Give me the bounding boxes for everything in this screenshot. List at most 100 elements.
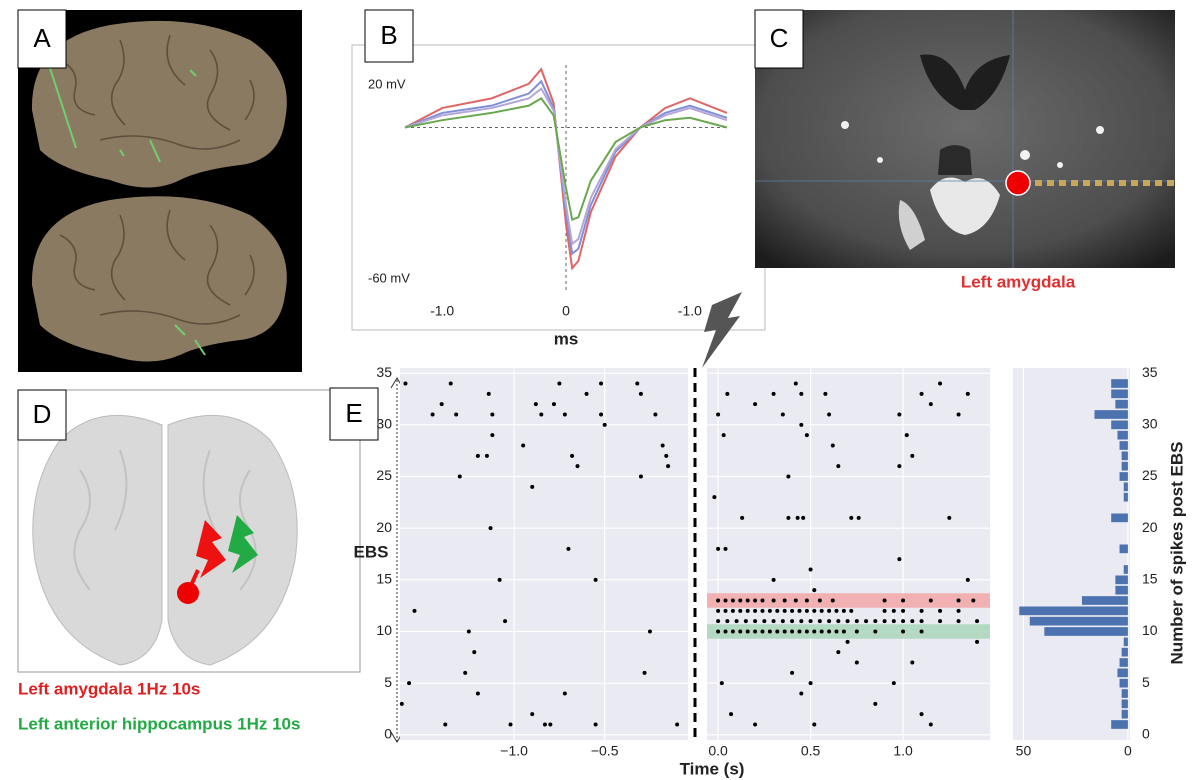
spike xyxy=(938,619,943,624)
spike xyxy=(864,619,869,624)
spike xyxy=(882,619,887,624)
bar xyxy=(1111,389,1128,399)
spike xyxy=(562,691,567,696)
spike xyxy=(399,701,404,706)
panel-label-box xyxy=(754,9,804,69)
spike xyxy=(827,619,832,624)
x-tick-label: 1.0 xyxy=(893,743,913,759)
spike xyxy=(799,391,804,396)
spike xyxy=(910,660,915,665)
spike xyxy=(834,629,839,634)
panel-label: E xyxy=(345,398,362,428)
spike xyxy=(836,650,841,655)
spike xyxy=(599,412,604,417)
spike xyxy=(819,608,824,613)
spike xyxy=(947,515,952,520)
waveform xyxy=(404,97,728,222)
spike xyxy=(812,722,817,727)
bar xyxy=(1029,616,1128,626)
spike xyxy=(780,619,785,624)
spike xyxy=(448,381,453,386)
y-tick-label: 25 xyxy=(376,467,392,483)
spike xyxy=(753,598,758,603)
spike xyxy=(775,629,780,634)
spike xyxy=(539,412,544,417)
bar xyxy=(1123,492,1128,502)
spike xyxy=(830,443,835,448)
spike xyxy=(548,722,553,727)
spike xyxy=(786,474,791,479)
waveform xyxy=(404,67,728,271)
spike xyxy=(725,391,730,396)
bar xyxy=(1019,606,1128,616)
spike xyxy=(551,402,556,407)
spike xyxy=(804,608,809,613)
spike xyxy=(675,722,680,727)
spike xyxy=(897,412,902,417)
spike xyxy=(593,577,598,582)
spike xyxy=(975,639,980,644)
bar xyxy=(1121,699,1128,709)
spike xyxy=(891,608,896,613)
plot-background xyxy=(1013,368,1130,740)
spike xyxy=(782,598,787,603)
y-tick-label: 15 xyxy=(376,571,392,587)
panel-label-box xyxy=(17,389,67,441)
y-tick-label: 10 xyxy=(376,622,392,638)
spike xyxy=(521,443,526,448)
bar xyxy=(1094,410,1128,419)
panel-label: D xyxy=(33,399,52,429)
spike xyxy=(738,629,743,634)
spike xyxy=(812,588,817,593)
bar xyxy=(1119,678,1128,688)
spike xyxy=(738,598,743,603)
spike xyxy=(882,598,887,603)
bar xyxy=(1111,513,1128,523)
y-tick-label: 20 mV xyxy=(368,76,406,91)
spike xyxy=(753,629,758,634)
spike xyxy=(793,598,798,603)
spike xyxy=(793,381,798,386)
x-axis-title: ms xyxy=(554,329,579,348)
panel-d-image xyxy=(17,389,361,673)
x-tick-label: 50 xyxy=(1016,743,1032,759)
spike xyxy=(812,608,817,613)
x-tick-label: -1.0 xyxy=(430,303,454,319)
spike xyxy=(891,681,896,686)
x-tick-label: 0 xyxy=(1124,743,1132,759)
spike xyxy=(804,433,809,438)
spike xyxy=(490,412,495,417)
spike xyxy=(928,722,933,727)
spike xyxy=(745,608,750,613)
bar xyxy=(1119,544,1128,554)
x-tick-label: −0.5 xyxy=(591,743,619,759)
spike xyxy=(730,629,735,634)
spike xyxy=(901,598,906,603)
spike xyxy=(786,515,791,520)
x-tick-label: −1.0 xyxy=(500,743,528,759)
bar xyxy=(1121,647,1128,657)
panel-label: C xyxy=(770,23,789,53)
spike xyxy=(730,598,735,603)
spike xyxy=(827,608,832,613)
spike xyxy=(919,629,924,634)
panel-label: B xyxy=(380,20,397,50)
spike xyxy=(804,598,809,603)
spike xyxy=(956,608,961,613)
spike xyxy=(919,712,924,717)
y-tick-label: -60 mV xyxy=(368,270,410,285)
spike xyxy=(542,722,547,727)
spike xyxy=(897,464,902,469)
spike xyxy=(841,629,846,634)
spike xyxy=(767,608,772,613)
spike xyxy=(938,608,943,613)
plot-background xyxy=(707,368,990,740)
spike xyxy=(910,453,915,458)
spike xyxy=(790,619,795,624)
spike xyxy=(819,629,824,634)
spike xyxy=(729,712,734,717)
spike xyxy=(745,598,750,603)
spike xyxy=(771,391,776,396)
spike xyxy=(767,629,772,634)
spike xyxy=(638,391,643,396)
